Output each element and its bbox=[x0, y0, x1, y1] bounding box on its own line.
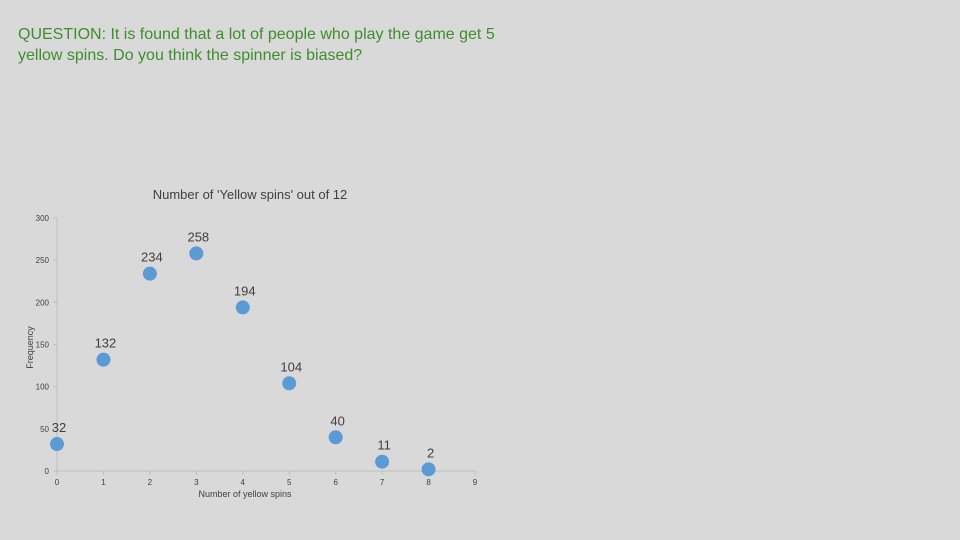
x-tick-label: 2 bbox=[148, 478, 153, 487]
x-tick-label: 6 bbox=[333, 478, 338, 487]
data-point bbox=[189, 246, 204, 261]
y-tick-label: 0 bbox=[45, 467, 50, 476]
data-point bbox=[328, 430, 343, 445]
data-label: 258 bbox=[187, 229, 209, 244]
data-point bbox=[282, 376, 297, 391]
x-tick-label: 4 bbox=[241, 478, 246, 487]
data-point bbox=[50, 437, 64, 452]
data-label: 104 bbox=[280, 359, 302, 374]
data-label: 11 bbox=[377, 438, 391, 453]
question-text: QUESTION: It is found that a lot of peop… bbox=[18, 26, 495, 64]
x-tick-label: 7 bbox=[380, 478, 385, 487]
x-tick-label: 3 bbox=[194, 478, 199, 487]
y-tick-label: 50 bbox=[40, 425, 49, 434]
data-point bbox=[96, 352, 111, 367]
x-tick-label: 9 bbox=[473, 478, 478, 487]
data-label: 2 bbox=[427, 445, 434, 460]
data-point bbox=[375, 454, 390, 469]
x-tick-label: 0 bbox=[55, 478, 60, 487]
x-tick-label: 5 bbox=[287, 478, 292, 487]
y-tick-label: 100 bbox=[36, 383, 50, 392]
data-label: 32 bbox=[52, 420, 66, 435]
x-tick-label: 8 bbox=[426, 478, 431, 487]
x-tick-label: 1 bbox=[101, 478, 106, 487]
data-label: 40 bbox=[330, 413, 344, 428]
data-label: 132 bbox=[95, 336, 117, 351]
y-tick-label: 250 bbox=[36, 256, 50, 265]
data-label: 234 bbox=[141, 250, 163, 265]
data-label: 194 bbox=[234, 283, 256, 298]
data-point bbox=[421, 462, 436, 477]
y-tick-label: 200 bbox=[36, 298, 50, 307]
data-point bbox=[235, 300, 250, 315]
y-axis-title: Frequency bbox=[25, 326, 35, 369]
x-axis-title: Number of yellow spins bbox=[198, 489, 292, 499]
data-point bbox=[142, 266, 157, 281]
y-tick-label: 300 bbox=[36, 214, 50, 223]
y-tick-label: 150 bbox=[36, 341, 50, 350]
chart-title: Number of 'Yellow spins' out of 12 bbox=[152, 187, 348, 202]
